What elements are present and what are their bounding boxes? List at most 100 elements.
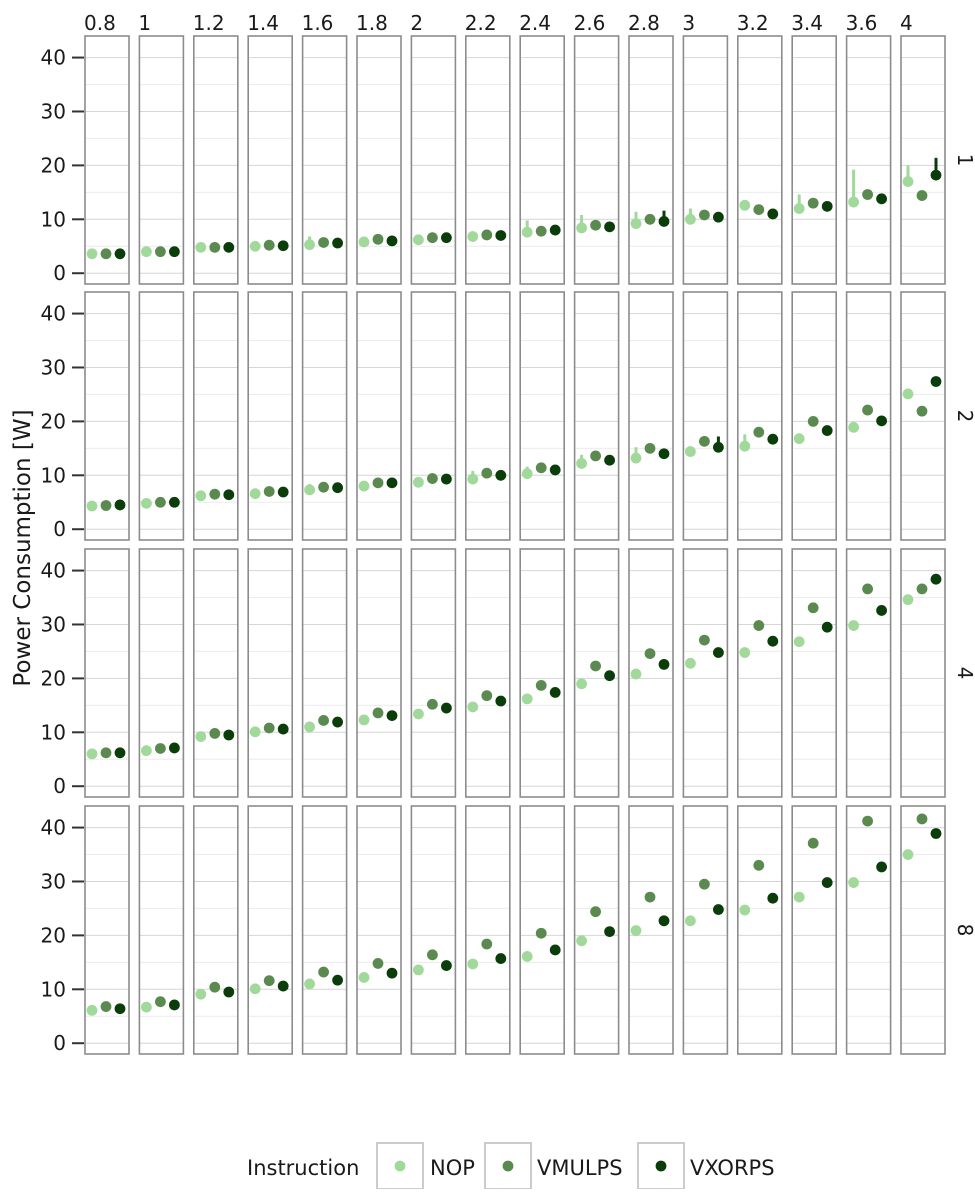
data-point-vxorps: [549, 224, 561, 236]
data-point-vmulps: [807, 197, 819, 209]
panel-border: [138, 548, 185, 798]
data-point-nop: [793, 891, 805, 903]
facet-panel: [193, 548, 239, 798]
data-point-vmulps: [427, 698, 438, 710]
data-point-vxorps: [549, 687, 561, 698]
data-point-nop: [467, 701, 479, 713]
data-point-vxorps: [277, 723, 289, 735]
data-point-vmulps: [699, 209, 710, 221]
facet-panel: [682, 805, 729, 1055]
data-point-vxorps: [169, 742, 180, 754]
data-point-vxorps: [821, 425, 833, 436]
legend-title: Instruction: [247, 1156, 359, 1180]
data-point-vmulps: [209, 488, 221, 500]
data-point-nop: [141, 246, 152, 258]
data-point-nop: [467, 231, 479, 242]
data-point-nop: [630, 668, 642, 680]
facet-panel: [900, 291, 946, 541]
panel-border: [519, 35, 566, 285]
y-tick-label: 40: [41, 559, 66, 583]
facet-panel: [410, 35, 457, 285]
facet-panel: [736, 805, 783, 1055]
panel-border: [900, 805, 946, 1055]
data-point-vxorps: [332, 482, 343, 494]
panel-border: [573, 35, 620, 285]
panel-border: [301, 35, 348, 285]
column-label: 3: [682, 11, 695, 35]
facet-panel: [791, 35, 838, 285]
data-point-vmulps: [535, 225, 547, 237]
data-point-vxorps: [223, 489, 235, 501]
data-point-nop: [902, 594, 914, 606]
data-point-vmulps: [155, 496, 166, 508]
facet-panel: [628, 548, 674, 798]
facet-panel: [84, 291, 130, 541]
facet-panel: [573, 805, 620, 1055]
data-point-vxorps: [876, 861, 887, 873]
facet-panel: [628, 35, 674, 285]
panel-border: [247, 291, 293, 541]
data-point-vmulps: [753, 426, 765, 438]
data-point-vmulps: [807, 415, 819, 427]
data-point-nop: [358, 972, 370, 983]
panel-border: [682, 291, 729, 541]
facet-panel: [247, 805, 293, 1055]
data-point-vxorps: [930, 573, 942, 585]
column-label: 2.4: [519, 11, 551, 35]
data-point-nop: [413, 234, 424, 246]
panel-border: [573, 291, 620, 541]
y-axis-label: Power Consumption [W]: [10, 409, 36, 686]
facet-panel: [301, 805, 348, 1055]
data-point-vmulps: [862, 815, 873, 827]
panel-border: [301, 548, 348, 798]
facet-panel: [519, 35, 566, 285]
y-tick-label: 0: [53, 774, 66, 798]
data-point-nop: [413, 708, 424, 720]
data-point-vmulps: [535, 680, 547, 691]
data-point-vmulps: [155, 743, 166, 754]
y-tick-label: 30: [41, 355, 66, 379]
data-point-vmulps: [372, 707, 384, 719]
panel-border: [682, 805, 729, 1055]
panel-border: [791, 35, 838, 285]
facet-labels-layer: 0.8 1 1.2 1.4 1.6 1.8 2 2.2 2.4 2.6 2.8 3 3.2 3.4 3.6 4…: [84, 11, 975, 936]
y-tick-label: 40: [41, 816, 66, 840]
data-point-vxorps: [386, 477, 398, 489]
data-point-vxorps: [821, 200, 833, 212]
data-point-vxorps: [277, 980, 289, 992]
data-point-vxorps: [821, 621, 833, 633]
data-point-nop: [576, 458, 587, 469]
data-point-nop: [739, 904, 751, 916]
row-label: 4: [953, 667, 975, 680]
data-point-vmulps: [590, 660, 601, 672]
y-tick-label: 20: [41, 666, 66, 690]
y-tick-label: 20: [41, 153, 66, 177]
facet-panel: [138, 805, 185, 1055]
data-point-vxorps: [767, 635, 779, 647]
y-tick-label: 0: [53, 1031, 66, 1055]
y-tick-label: 20: [41, 923, 66, 947]
data-point-nop: [739, 199, 751, 211]
panel-border: [84, 35, 130, 285]
data-point-vxorps: [386, 967, 398, 979]
facet-panel: [845, 291, 892, 541]
facet-panel: [628, 291, 674, 541]
data-point-nop: [304, 978, 315, 990]
panel-border: [138, 35, 185, 285]
column-label: 3.4: [791, 11, 823, 35]
column-label: 2.8: [628, 11, 660, 35]
data-point-vxorps: [277, 240, 289, 252]
data-point-vmulps: [263, 239, 275, 251]
data-point-vmulps: [427, 473, 438, 484]
data-point-nop: [304, 484, 315, 496]
data-point-nop: [413, 476, 424, 488]
data-point-vmulps: [699, 634, 710, 646]
panel-border: [410, 291, 457, 541]
data-point-nop: [793, 433, 805, 445]
panel-border: [791, 805, 838, 1055]
panel-border: [519, 548, 566, 798]
row-label: 8: [953, 924, 975, 937]
data-point-vmulps: [644, 442, 656, 454]
panel-border: [900, 548, 946, 798]
data-point-vmulps: [916, 190, 928, 201]
